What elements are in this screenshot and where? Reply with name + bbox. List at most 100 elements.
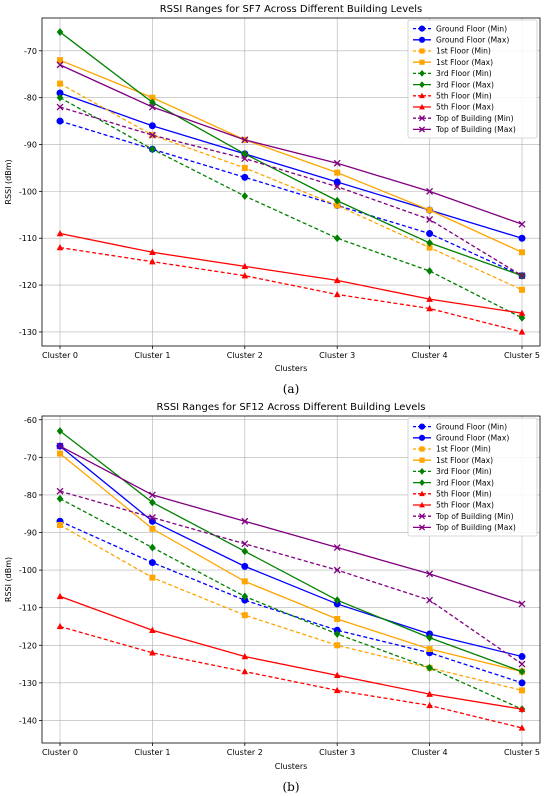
data-point	[148, 131, 156, 139]
data-point	[56, 93, 64, 102]
y-tick-label: -60	[24, 416, 37, 425]
legend-item: 1st Floor (Min)	[413, 445, 491, 454]
series-line	[59, 625, 523, 729]
legend-box	[407, 19, 538, 139]
series-line	[59, 97, 523, 319]
data-point	[149, 248, 156, 255]
legend-marker	[418, 115, 426, 122]
x-tick-label: Cluster 5	[504, 351, 540, 360]
data-point	[333, 178, 341, 186]
y-tick-label: -110	[19, 234, 37, 243]
legend-marker	[419, 479, 425, 486]
data-point	[334, 202, 341, 209]
data-point	[334, 169, 341, 176]
series	[56, 61, 526, 228]
data-point	[518, 724, 526, 731]
data-point	[333, 686, 341, 694]
data-point	[426, 207, 433, 214]
series	[56, 117, 526, 280]
legend-marker	[418, 434, 426, 441]
legend-item: 5th Floor (Max)	[413, 103, 494, 112]
legend-label: Ground Floor (Min)	[436, 24, 507, 33]
data-point	[518, 660, 526, 668]
data-point	[56, 494, 64, 503]
series-line	[59, 92, 523, 239]
data-point	[333, 566, 341, 574]
data-point	[518, 653, 526, 661]
data-point	[333, 159, 341, 167]
data-point	[149, 94, 156, 101]
y-tick-label: -70	[24, 47, 37, 56]
data-point	[148, 514, 156, 521]
series	[56, 244, 526, 335]
data-point	[519, 286, 525, 293]
series-line	[59, 524, 523, 692]
y-tick-label: -80	[24, 94, 37, 103]
legend-label: Ground Floor (Min)	[436, 422, 507, 431]
legend-item: Ground Floor (Max)	[413, 434, 509, 443]
y-tick-label: -110	[19, 604, 37, 613]
data-point	[241, 272, 249, 279]
data-point	[56, 487, 64, 495]
data-point	[333, 596, 341, 605]
chart-title: RSSI Ranges for SF7 Across Different Bui…	[160, 4, 423, 15]
legend-marker	[419, 468, 425, 475]
data-point	[241, 262, 249, 270]
data-point	[519, 687, 525, 694]
data-point	[518, 600, 526, 608]
chart-title: RSSI Ranges for SF12 Across Different Bu…	[157, 402, 426, 413]
plot-frame	[41, 415, 541, 744]
data-point	[57, 80, 63, 87]
chart-sf12: RSSI Ranges for SF12 Across Different Bu…	[4, 402, 541, 794]
chart-sf7: RSSI Ranges for SF7 Across Different Bui…	[4, 4, 541, 396]
x-axis-label: Clusters	[275, 364, 308, 373]
series-line	[59, 490, 523, 665]
legend-marker	[419, 457, 425, 463]
data-point	[56, 442, 64, 450]
data-point	[426, 701, 433, 709]
data-point	[333, 234, 341, 243]
legend-box	[407, 417, 538, 537]
data-point	[57, 450, 63, 457]
legend-label: 5th Floor (Max)	[436, 501, 494, 510]
legend-label: 3rd Floor (Min)	[436, 467, 492, 476]
data-point	[426, 690, 433, 697]
data-point	[149, 525, 156, 532]
data-point	[426, 239, 433, 247]
series	[56, 442, 526, 661]
legend-item: Ground Floor (Min)	[413, 24, 507, 33]
legend-marker	[418, 513, 426, 520]
x-tick-label: Cluster 0	[42, 748, 78, 757]
data-point	[426, 295, 433, 302]
data-point	[426, 267, 433, 275]
legend-marker	[418, 36, 426, 43]
legend-marker	[419, 446, 425, 452]
series	[56, 622, 526, 731]
legend-label: 3rd Floor (Max)	[436, 478, 494, 487]
series-group	[56, 427, 526, 731]
data-point	[149, 574, 156, 581]
data-point	[426, 187, 434, 195]
legend-label: 5th Floor (Min)	[436, 490, 492, 499]
legend-label: Top of Building (Max)	[435, 125, 516, 134]
y-tick-label: -130	[19, 679, 37, 688]
data-point	[241, 164, 248, 171]
data-point	[241, 173, 249, 181]
series-line	[59, 595, 523, 710]
data-point	[56, 244, 64, 251]
data-point	[241, 612, 248, 619]
legend-item: 3rd Floor (Max)	[413, 80, 494, 89]
legend-item: 5th Floor (Min)	[413, 490, 492, 499]
panel-label: (b)	[282, 780, 299, 794]
series-line	[59, 106, 523, 277]
data-point	[149, 258, 156, 265]
legend-label: Ground Floor (Max)	[436, 434, 509, 443]
x-tick-label: Cluster 0	[42, 351, 78, 360]
data-point	[518, 705, 526, 712]
data-point	[241, 562, 249, 570]
data-point	[518, 679, 526, 687]
data-point	[333, 671, 341, 679]
data-point	[241, 540, 249, 548]
data-point	[241, 149, 249, 158]
